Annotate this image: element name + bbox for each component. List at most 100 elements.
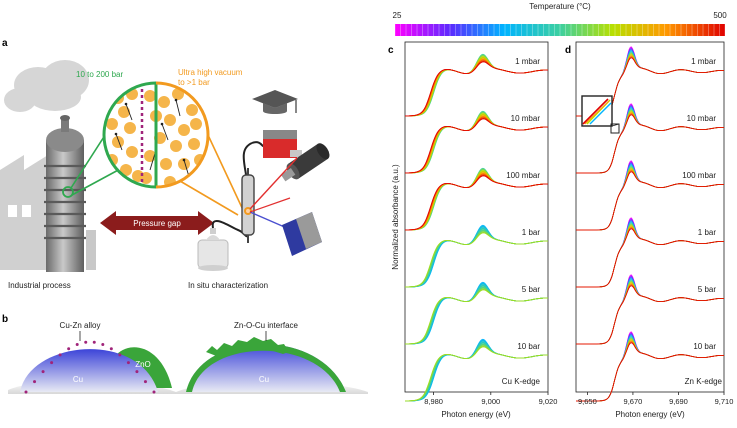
alloy-dot [118, 353, 122, 357]
alloy-dot [24, 390, 28, 394]
zn-k-edge-spectra [576, 46, 725, 402]
cu-x-axis-ticks: 8,980 9,000 9,020 [424, 392, 557, 406]
granule [124, 122, 136, 134]
zn-edge-label: Zn K-edge [685, 377, 723, 386]
gas-cylinder-icon [197, 228, 229, 271]
colorbar-min-label: 25 [393, 11, 402, 20]
granule [164, 114, 176, 126]
pressure-label: 100 mbar [506, 171, 540, 180]
panel-d-frame [575, 41, 725, 393]
pressure-label: 1 bar [522, 228, 541, 237]
panel-c-letter: c [388, 45, 394, 56]
granule [170, 140, 182, 152]
zoom-inset [581, 95, 620, 134]
panel-b-letter: b [2, 314, 8, 325]
flow-arrows [114, 98, 191, 181]
alloy-dot [126, 361, 130, 365]
pressure-label: 1 bar [698, 228, 717, 237]
flow-arrow-head [124, 102, 128, 106]
granule [178, 158, 190, 170]
zn-o-cu-interface-particle: Cu Zn-O-Cu interface [176, 321, 368, 394]
granule [126, 146, 138, 158]
pressure-label: 100 mbar [682, 171, 716, 180]
granule [144, 90, 156, 102]
industrial-process-caption: Industrial process [8, 281, 71, 290]
panel-a: a [0, 38, 330, 290]
spectrum-curve [576, 285, 725, 345]
x-tick-label: 9,000 [481, 397, 500, 406]
flow-arrow-head [160, 122, 164, 126]
pressure-label: 10 bar [517, 342, 540, 351]
panel-d-letter: d [565, 45, 571, 56]
colorbar-ticks [394, 24, 726, 36]
panel-b: b ZnO Cu Cu-Zn alloy Cu Zn-O-Cu interfac… [2, 314, 368, 394]
flow-arrow-head [174, 98, 178, 102]
alloy-dot [75, 342, 79, 346]
pressure-label: 1 mbar [691, 57, 716, 66]
x-tick-label: 9,020 [539, 397, 558, 406]
alloy-dot [84, 340, 88, 344]
x-tick-label: 9,690 [669, 397, 688, 406]
granule [106, 118, 118, 130]
granule [178, 124, 190, 136]
alloy-dots [24, 340, 156, 394]
granule [118, 106, 130, 118]
flow-arrow-head [114, 132, 118, 136]
zoom-spot [62, 186, 74, 198]
y-axis-label: Normalized absorbance (a.u.) [391, 164, 400, 270]
granule [186, 104, 198, 116]
zn-x-axis-label: Photon energy (eV) [615, 410, 685, 419]
x-tick-label: 9,710 [715, 397, 734, 406]
temperature-colorbar: Temperature (°C) 25 500 [393, 2, 727, 36]
cu-pressure-labels: 1 mbar 10 mbar 100 mbar 1 bar 5 bar 10 bar [506, 57, 540, 351]
flow-arrow [115, 133, 123, 151]
flow-arrow [161, 123, 169, 141]
zno-label: ZnO [135, 360, 151, 369]
granule [172, 88, 184, 100]
colorbar-max-label: 500 [713, 11, 727, 20]
vacuum-label-line2: to >1 bar [178, 78, 210, 87]
pressure-label: 5 bar [698, 285, 717, 294]
flow-arrow-head [182, 158, 186, 162]
detector-screen-icon [282, 212, 322, 256]
cu-x-axis-label: Photon energy (eV) [441, 410, 511, 419]
graduation-cap-icon [252, 90, 298, 114]
x-tick-label: 8,980 [424, 397, 443, 406]
cu-right-label: Cu [259, 375, 269, 384]
cu-left-label: Cu [73, 375, 83, 384]
spectrum-curve [405, 346, 548, 402]
pressure-label: 10 bar [693, 342, 716, 351]
alloy-label: Cu-Zn alloy [60, 321, 101, 330]
panel-a-letter: a [2, 38, 8, 49]
spectrum-curve [576, 114, 725, 174]
granule [120, 164, 132, 176]
xray-source-icon [263, 130, 302, 158]
factory-building-icon [0, 155, 96, 270]
pressure-label: 5 bar [522, 285, 541, 294]
flow-arrow [175, 99, 181, 117]
granule [158, 96, 170, 108]
alloy-dot [33, 380, 37, 384]
colorbar-title: Temperature (°C) [529, 2, 591, 11]
smoke-cloud-icon [4, 60, 89, 112]
alloy-dot [50, 361, 54, 365]
spectrum-curve [576, 171, 725, 231]
insitu-caption: In situ characterization [188, 281, 268, 290]
spectrum-curve [576, 228, 725, 288]
cu-k-edge-spectra [404, 53, 548, 402]
pressure-label: 1 mbar [515, 57, 540, 66]
x-tick-label: 9,670 [624, 397, 643, 406]
alloy-dot [67, 347, 71, 351]
magnifier-lens [62, 81, 245, 216]
alloy-dot [135, 370, 139, 374]
zn-x-axis-ticks: 9,650 9,670 9,690 9,710 [578, 392, 733, 406]
alloy-dot [143, 380, 147, 384]
pressure-high-label: 10 to 200 bar [76, 70, 123, 79]
insitu-reactor-cell [241, 168, 255, 243]
vacuum-label-line1: Ultra high vacuum [178, 68, 243, 77]
spectrum-curve [405, 118, 548, 174]
gas-tubing [211, 141, 264, 238]
